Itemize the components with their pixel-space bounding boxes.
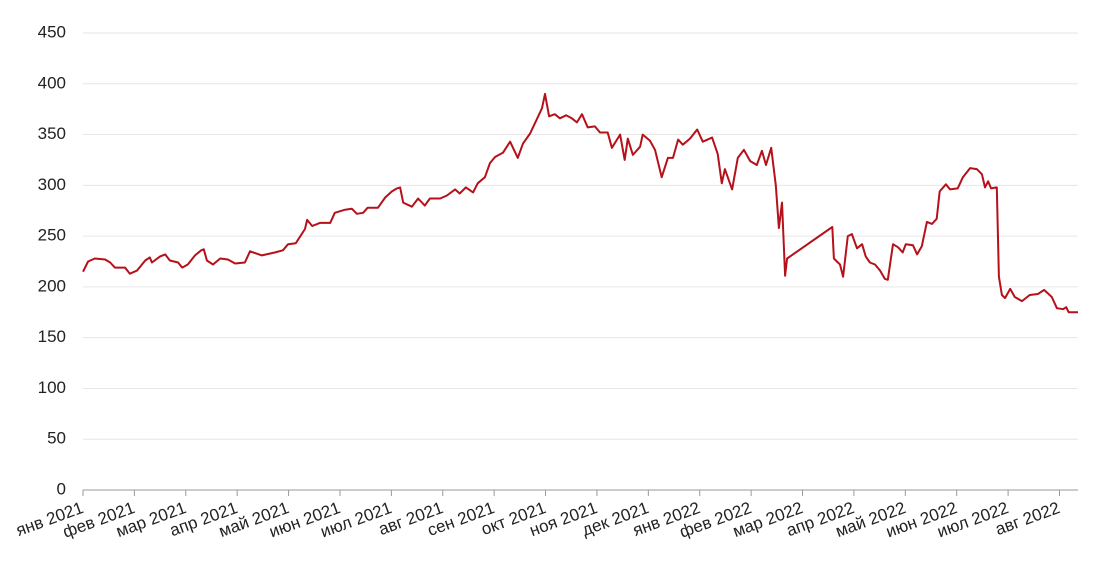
y-tick-label: 400 (38, 73, 66, 92)
y-tick-label: 200 (38, 276, 66, 295)
y-tick-label: 350 (38, 124, 66, 143)
y-tick-label: 150 (38, 327, 66, 346)
y-tick-label: 100 (38, 378, 66, 397)
y-tick-label: 450 (38, 22, 66, 41)
data-line (82, 92, 1078, 314)
y-tick-label: 250 (38, 226, 66, 245)
y-tick-label: 50 (47, 429, 66, 448)
y-tick-label: 0 (57, 479, 66, 498)
y-tick-label: 300 (38, 175, 66, 194)
